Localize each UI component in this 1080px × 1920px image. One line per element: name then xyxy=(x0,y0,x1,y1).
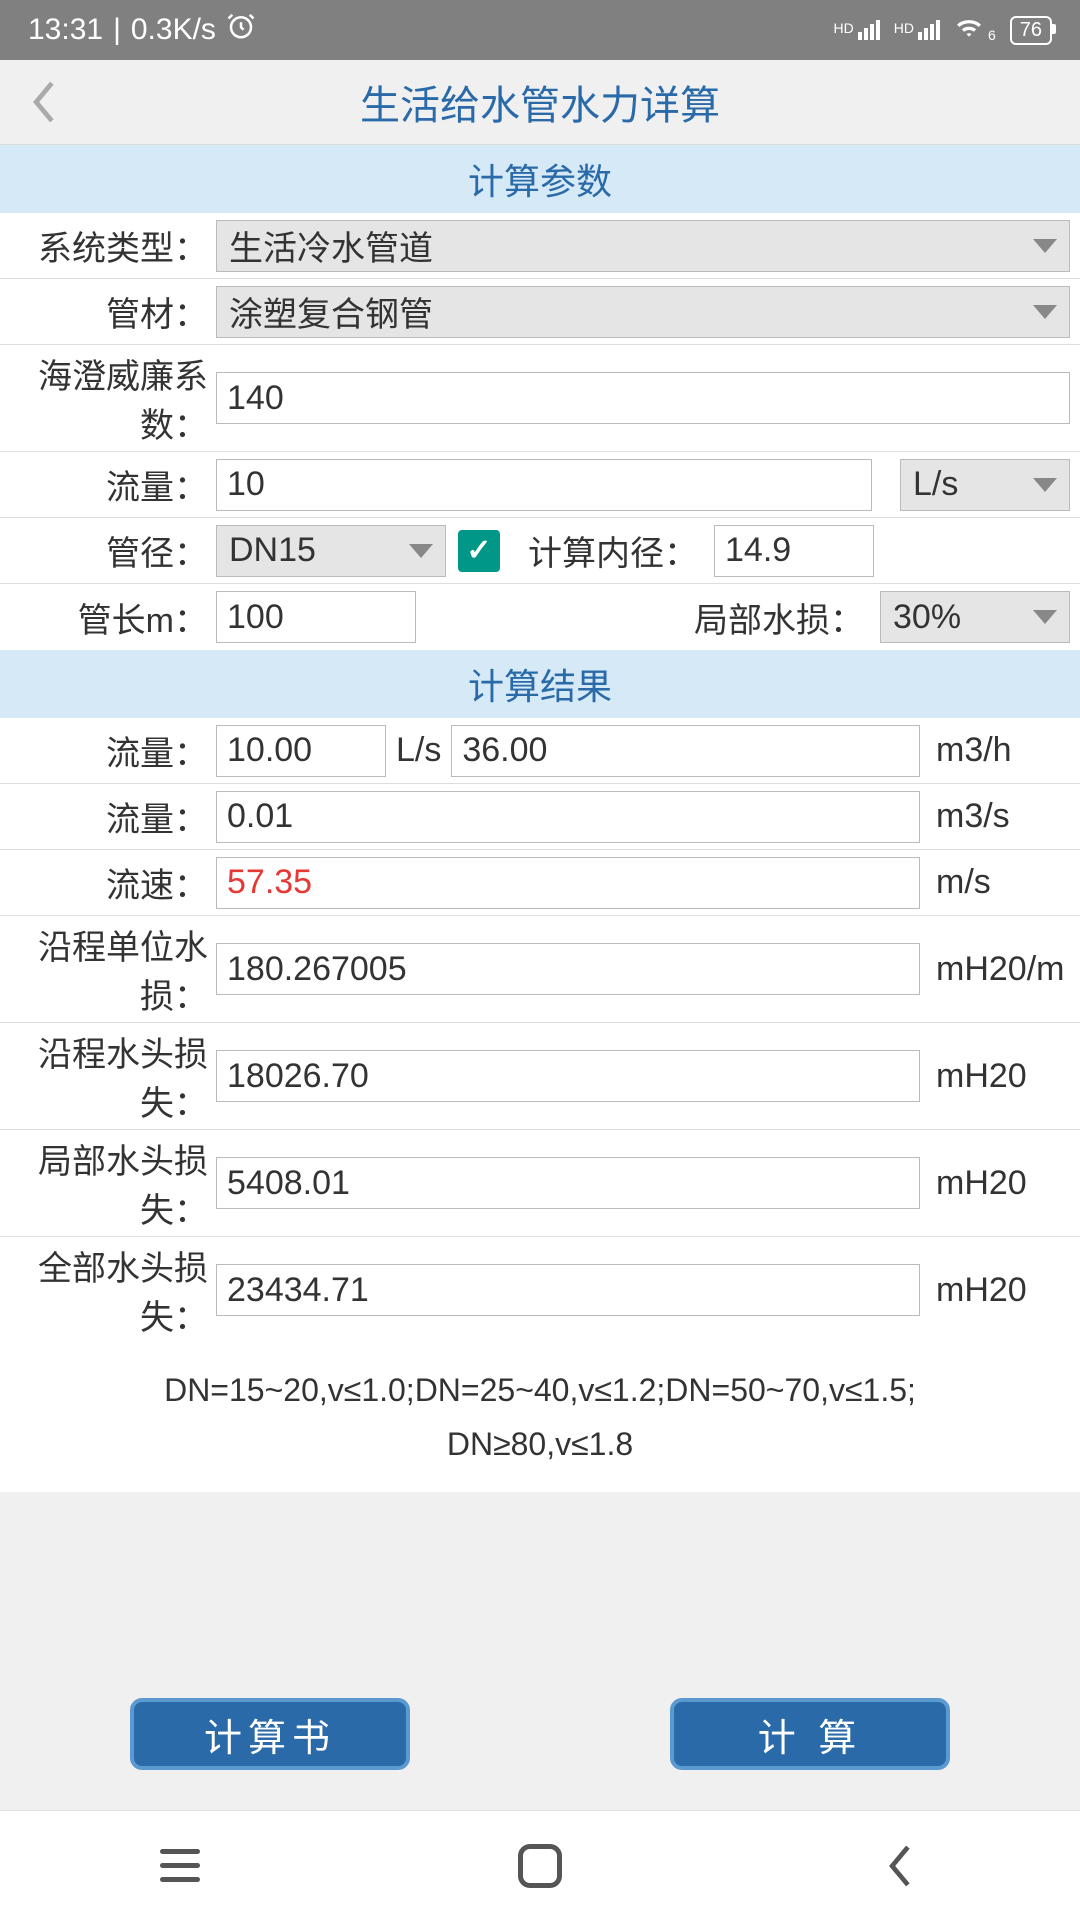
battery-indicator: 76 xyxy=(1010,16,1052,45)
status-divider: | xyxy=(113,13,121,47)
row-result-velocity: 流速： m/s xyxy=(0,850,1080,916)
output-total-loss[interactable] xyxy=(216,1264,920,1316)
unit-ls: L/s xyxy=(386,731,451,770)
label-calc-inner: 计算内径： xyxy=(512,526,714,575)
status-net-speed: 0.3K/s xyxy=(131,13,216,47)
status-bar: 13:31 | 0.3K/s HD HD 6 76 xyxy=(0,0,1080,60)
output-local-loss[interactable] xyxy=(216,1157,920,1209)
input-calc-inner[interactable] xyxy=(714,525,874,577)
calculate-button[interactable]: 计 算 xyxy=(670,1698,950,1770)
label-result-flow1: 流量： xyxy=(0,726,216,775)
select-local-loss[interactable]: 30% xyxy=(880,591,1070,643)
row-length: 管长m： 局部水损： 30% xyxy=(0,584,1080,650)
label-system-type: 系统类型： xyxy=(0,221,216,270)
row-result-unit-loss: 沿程单位水损： mH20/m xyxy=(0,916,1080,1023)
app-header: 生活给水管水力详算 xyxy=(0,60,1080,145)
row-result-local-loss: 局部水头损失： mH20 xyxy=(0,1130,1080,1237)
status-left: 13:31 | 0.3K/s xyxy=(28,11,256,49)
label-material: 管材： xyxy=(0,287,216,336)
row-result-flow2: 流量： m3/s xyxy=(0,784,1080,850)
wifi-sub: 6 xyxy=(988,27,996,43)
output-friction-loss[interactable] xyxy=(216,1050,920,1102)
back-button[interactable] xyxy=(24,77,64,127)
label-result-total-loss: 全部水头损失： xyxy=(0,1241,216,1339)
chevron-down-icon xyxy=(1033,239,1057,253)
label-diameter: 管径： xyxy=(0,526,216,575)
row-material: 管材： 涂塑复合钢管 xyxy=(0,279,1080,345)
select-material[interactable]: 涂塑复合钢管 xyxy=(216,286,1070,338)
select-diameter[interactable]: DN15 xyxy=(216,525,446,577)
output-flow-ls[interactable] xyxy=(216,725,386,777)
row-result-flow1: 流量： L/s m3/h xyxy=(0,718,1080,784)
velocity-note: DN=15~20,v≤1.0;DN=25~40,v≤1.2;DN=50~70,v… xyxy=(0,1343,1080,1492)
signal-1: HD xyxy=(833,20,879,40)
unit-local: mH20 xyxy=(920,1164,1070,1203)
output-flow-m3h[interactable] xyxy=(451,725,920,777)
input-flow[interactable] xyxy=(216,459,872,511)
nav-home-button[interactable] xyxy=(510,1836,570,1896)
chevron-down-icon xyxy=(1033,478,1057,492)
unit-mh20m: mH20/m xyxy=(920,950,1070,989)
wifi-icon xyxy=(954,15,984,45)
spacer xyxy=(0,1492,1080,1674)
unit-ms: m/s xyxy=(920,863,1070,902)
nav-menu-button[interactable] xyxy=(150,1836,210,1896)
label-length: 管长m： xyxy=(0,593,216,642)
select-system-type[interactable]: 生活冷水管道 xyxy=(216,220,1070,272)
system-nav-bar xyxy=(0,1810,1080,1920)
nav-back-button[interactable] xyxy=(870,1836,930,1896)
unit-m3h: m3/h xyxy=(920,731,1070,770)
section-title-results: 计算结果 xyxy=(0,650,1080,718)
row-result-total-loss: 全部水头损失： mH20 xyxy=(0,1237,1080,1343)
label-result-friction-loss: 沿程水头损失： xyxy=(0,1027,216,1125)
row-diameter: 管径： DN15 ✓ 计算内径： xyxy=(0,518,1080,584)
row-hw-coef: 海澄威廉系数： xyxy=(0,345,1080,452)
row-result-friction-loss: 沿程水头损失： mH20 xyxy=(0,1023,1080,1130)
chevron-down-icon xyxy=(409,544,433,558)
chevron-down-icon xyxy=(1033,610,1057,624)
label-hw-coef: 海澄威廉系数： xyxy=(0,349,216,447)
output-velocity[interactable] xyxy=(216,857,920,909)
label-result-flow2: 流量： xyxy=(0,792,216,841)
params-form: 系统类型： 生活冷水管道 管材： 涂塑复合钢管 海澄威廉系数： 流量： L/s … xyxy=(0,213,1080,650)
label-local-loss: 局部水损： xyxy=(678,593,880,642)
label-result-local-loss: 局部水头损失： xyxy=(0,1134,216,1232)
row-system-type: 系统类型： 生活冷水管道 xyxy=(0,213,1080,279)
chevron-down-icon xyxy=(1033,305,1057,319)
button-bar: 计算书 计 算 xyxy=(0,1674,1080,1810)
status-right: HD HD 6 76 xyxy=(833,15,1052,45)
label-result-velocity: 流速： xyxy=(0,858,216,907)
unit-total: mH20 xyxy=(920,1271,1070,1310)
page-title: 生活给水管水力详算 xyxy=(64,73,1016,131)
row-flow: 流量： L/s xyxy=(0,452,1080,518)
signal-2: HD xyxy=(894,20,940,40)
output-flow-m3s[interactable] xyxy=(216,791,920,843)
checkbox-calc-inner[interactable]: ✓ xyxy=(458,530,500,572)
label-result-unit-loss: 沿程单位水损： xyxy=(0,920,216,1018)
input-length[interactable] xyxy=(216,591,416,643)
section-title-params: 计算参数 xyxy=(0,145,1080,213)
input-hw-coef[interactable] xyxy=(216,372,1070,424)
select-flow-unit[interactable]: L/s xyxy=(900,459,1070,511)
unit-friction: mH20 xyxy=(920,1057,1070,1096)
label-flow: 流量： xyxy=(0,460,216,509)
alarm-icon xyxy=(226,11,256,49)
output-unit-loss[interactable] xyxy=(216,943,920,995)
unit-m3s: m3/s xyxy=(920,797,1070,836)
report-button[interactable]: 计算书 xyxy=(130,1698,410,1770)
results-form: 流量： L/s m3/h 流量： m3/s 流速： m/s 沿程单位水损： mH… xyxy=(0,718,1080,1343)
status-time: 13:31 xyxy=(28,13,103,47)
